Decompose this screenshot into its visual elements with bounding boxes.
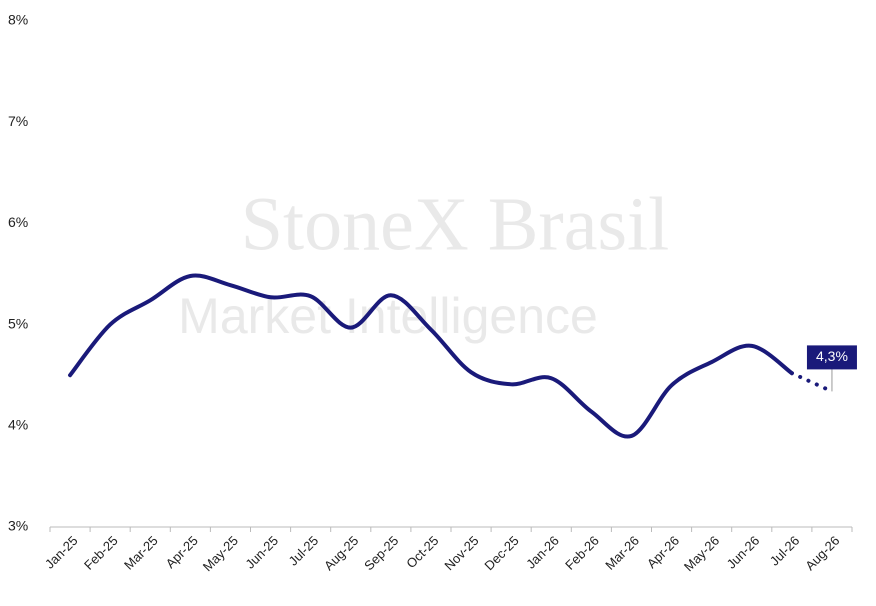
- watermark: StoneX Brasil: [241, 182, 670, 266]
- line-series: [789, 371, 834, 394]
- x-tick-label: Aug-25: [321, 533, 361, 573]
- x-tick-label: Feb-25: [81, 533, 121, 573]
- x-tick-label: Feb-26: [562, 533, 602, 573]
- y-tick-label: 8%: [8, 12, 28, 28]
- x-tick-label: Jan-26: [523, 533, 562, 572]
- y-tick-label: 4%: [8, 417, 28, 433]
- line-series: [68, 273, 794, 439]
- y-tick-label: 3%: [8, 518, 28, 534]
- x-tick-label: Jul-25: [286, 533, 322, 569]
- x-tick-label: Apr-25: [163, 533, 201, 571]
- x-tick-label: Nov-25: [441, 533, 481, 573]
- x-tick-label: Jan-25: [42, 533, 81, 572]
- y-tick-label: 5%: [8, 315, 28, 331]
- x-tick-label: May-25: [200, 533, 241, 574]
- data-label: 4,3%: [816, 348, 848, 364]
- x-tick-label: Aug-26: [802, 533, 842, 573]
- x-tick-label: Sep-25: [361, 533, 401, 573]
- x-tick-label: Jun-25: [242, 533, 281, 572]
- x-tick-label: Mar-26: [602, 533, 642, 573]
- x-tick-label: Apr-26: [644, 533, 682, 571]
- x-tick-label: Mar-25: [121, 533, 161, 573]
- y-tick-label: 6%: [8, 214, 28, 230]
- label-box: [806, 345, 857, 370]
- y-tick-label: 7%: [8, 113, 28, 129]
- x-tick-label: Jun-26: [724, 533, 763, 572]
- x-tick-label: Jul-26: [767, 533, 803, 569]
- x-tick-label: Dec-25: [481, 533, 521, 573]
- x-tick-label: May-26: [681, 533, 722, 574]
- x-tick-label: Oct-25: [403, 533, 441, 571]
